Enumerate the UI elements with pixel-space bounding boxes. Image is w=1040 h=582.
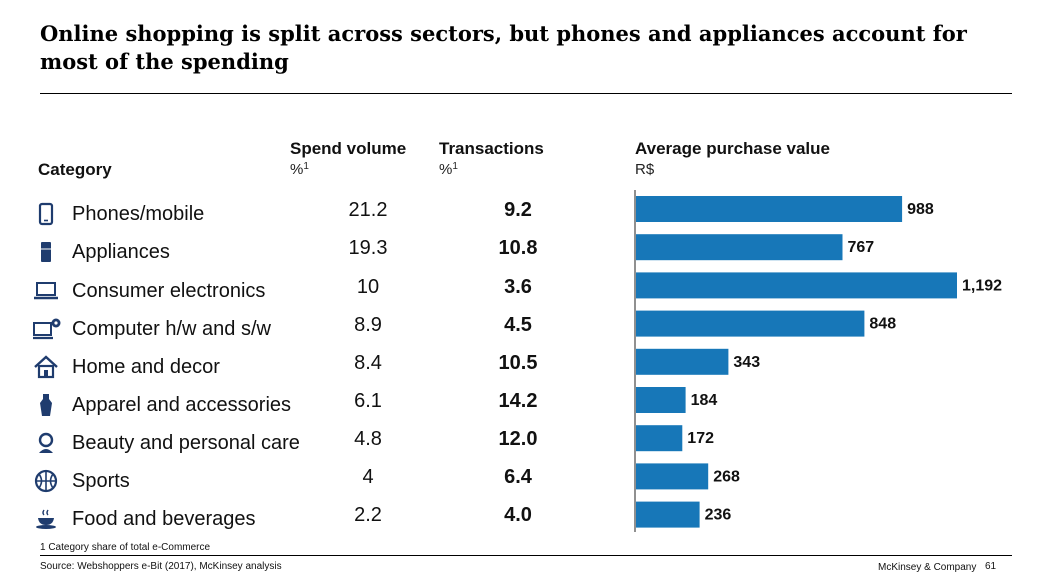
spend-unit: %1: [290, 161, 309, 178]
laptop-icon: [34, 282, 58, 300]
transactions-value: 3.6: [504, 276, 532, 298]
table-row: Computer h/w and s/w 8.9 4.5: [0, 314, 1040, 352]
table-row: Beauty and personal care 4.8 12.0: [0, 428, 1040, 466]
transactions-value: 14.2: [498, 390, 538, 412]
category-label: Apparel and accessories: [72, 394, 292, 416]
table-row: Phones/mobile 21.2 9.2: [0, 199, 1040, 237]
phone-icon: [38, 202, 54, 226]
house-icon: [34, 355, 58, 379]
spend-value: 8.4: [354, 352, 382, 374]
spend-value: 10: [356, 276, 380, 298]
avg-purchase-unit: R$: [635, 161, 655, 178]
page-number: 61: [985, 561, 997, 572]
transactions-unit: %1: [439, 161, 458, 178]
spend-value: 19.3: [348, 237, 388, 259]
transactions-value: 6.4: [504, 466, 532, 488]
spend-value: 8.9: [354, 314, 382, 336]
dress-icon: [40, 394, 52, 416]
category-label: Computer h/w and s/w: [72, 318, 271, 340]
chart-title: Online shopping is split across sectors,…: [40, 21, 967, 74]
category-label: Appliances: [72, 241, 170, 263]
cup-icon: [36, 509, 56, 529]
category-label: Food and beverages: [72, 508, 256, 530]
footer-divider: [40, 555, 1012, 556]
table-row: Appliances 19.3 10.8: [0, 237, 1040, 275]
table-row: Sports 4 6.4: [0, 466, 1040, 504]
transactions-value: 10.8: [498, 237, 538, 259]
table-row: Food and beverages 2.2 4.0: [0, 504, 1040, 542]
category-label: Phones/mobile: [72, 203, 205, 225]
spend-value: 4.8: [354, 428, 382, 450]
category-label: Consumer electronics: [72, 280, 266, 302]
company-name: McKinsey & Company: [878, 562, 977, 573]
transactions-value: 10.5: [498, 352, 538, 374]
category-header: Category: [38, 160, 112, 179]
ball-icon: [34, 469, 58, 493]
source-note: Source: Webshoppers e-Bit (2017), McKins…: [40, 561, 282, 572]
table-row: Home and decor 8.4 10.5: [0, 352, 1040, 390]
transactions-value: 4.5: [504, 314, 532, 336]
spend-value: 2.2: [354, 504, 382, 526]
table-row: Apparel and accessories 6.1 14.2: [0, 390, 1040, 428]
category-label: Beauty and personal care: [72, 432, 300, 454]
table-row: Consumer electronics 10 3.6: [0, 276, 1040, 314]
spend-value: 6.1: [354, 390, 382, 412]
spend-header: Spend volume: [290, 139, 407, 158]
avg-purchase-header: Average purchase value: [635, 139, 830, 158]
category-label: Sports: [72, 470, 130, 492]
category-label: Home and decor: [72, 356, 220, 378]
transactions-value: 4.0: [504, 504, 532, 526]
spend-value: 4: [362, 466, 374, 488]
title-divider: [40, 93, 1012, 94]
transactions-value: 9.2: [504, 199, 532, 221]
footnote: 1 Category share of total e-Commerce: [40, 542, 211, 553]
appliance-icon: [41, 242, 51, 262]
spend-value: 21.2: [348, 199, 388, 221]
transactions-value: 12.0: [498, 428, 538, 450]
computer-gear-icon: [33, 318, 61, 340]
beauty-icon: [38, 432, 54, 453]
transactions-header: Transactions: [439, 139, 544, 158]
